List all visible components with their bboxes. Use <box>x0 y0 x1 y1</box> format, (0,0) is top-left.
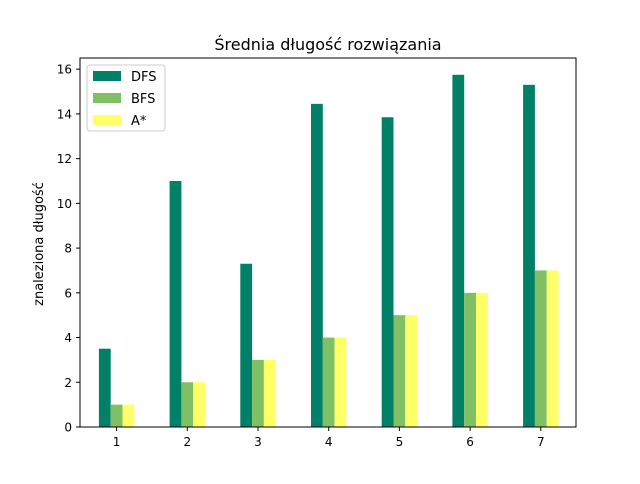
legend-swatch-bfs <box>93 93 121 103</box>
bar-bfs-7 <box>534 270 547 427</box>
bar-dfs-1 <box>98 348 111 427</box>
chart-title: Średnia długość rozwiązania <box>214 35 441 54</box>
x-tick-label-2: 2 <box>183 435 191 449</box>
bars-layer <box>98 74 559 428</box>
x-tick-label-1: 1 <box>113 435 121 449</box>
y-axis-label: znaleziona długość <box>32 182 47 306</box>
y-tick-label-0: 0 <box>64 421 72 435</box>
x-tick-label-3: 3 <box>254 435 262 449</box>
bar-dfs-5 <box>381 117 394 427</box>
bar-a-3 <box>263 359 276 427</box>
plot-frame <box>79 57 577 428</box>
y-tick-label-10: 10 <box>57 197 72 211</box>
bar-a-4 <box>334 337 347 427</box>
bar-bfs-1 <box>110 404 123 427</box>
bar-dfs-3 <box>240 263 253 427</box>
x-tick-label-7: 7 <box>537 435 545 449</box>
legend: DFS BFS A* <box>86 64 166 132</box>
bar-a-1 <box>122 404 135 427</box>
bar-bfs-6 <box>464 292 476 427</box>
legend-label-a: A* <box>131 114 147 129</box>
y-tick-label-8: 8 <box>64 242 72 256</box>
y-tick-label-2: 2 <box>64 376 72 390</box>
bar-a-2 <box>193 382 205 427</box>
bar-dfs-6 <box>452 74 465 428</box>
bar-bfs-3 <box>252 359 264 427</box>
x-tick-label-5: 5 <box>396 435 404 449</box>
y-tick-label-16: 16 <box>57 63 72 77</box>
bar-dfs-2 <box>169 181 182 427</box>
y-tick-label-6: 6 <box>64 286 72 300</box>
legend-label-bfs: BFS <box>131 92 155 107</box>
bar-bfs-5 <box>393 315 406 427</box>
bar-a-7 <box>546 270 559 427</box>
legend-swatch-dfs <box>93 71 121 81</box>
x-tick-label-4: 4 <box>325 435 333 449</box>
bar-bfs-2 <box>181 382 194 427</box>
x-tick-label-6: 6 <box>466 435 474 449</box>
legend-swatch-a <box>93 115 121 125</box>
y-tick-label-4: 4 <box>64 331 72 345</box>
legend-label-dfs: DFS <box>131 70 157 85</box>
legend-box <box>86 64 166 132</box>
y-tick-label-12: 12 <box>57 152 72 166</box>
bar-dfs-4 <box>311 103 323 427</box>
bar-bfs-4 <box>322 337 335 427</box>
bar-a-6 <box>476 292 488 427</box>
y-tick-label-14: 14 <box>57 107 72 121</box>
bar-a-5 <box>405 315 418 427</box>
bar-dfs-7 <box>523 84 535 427</box>
